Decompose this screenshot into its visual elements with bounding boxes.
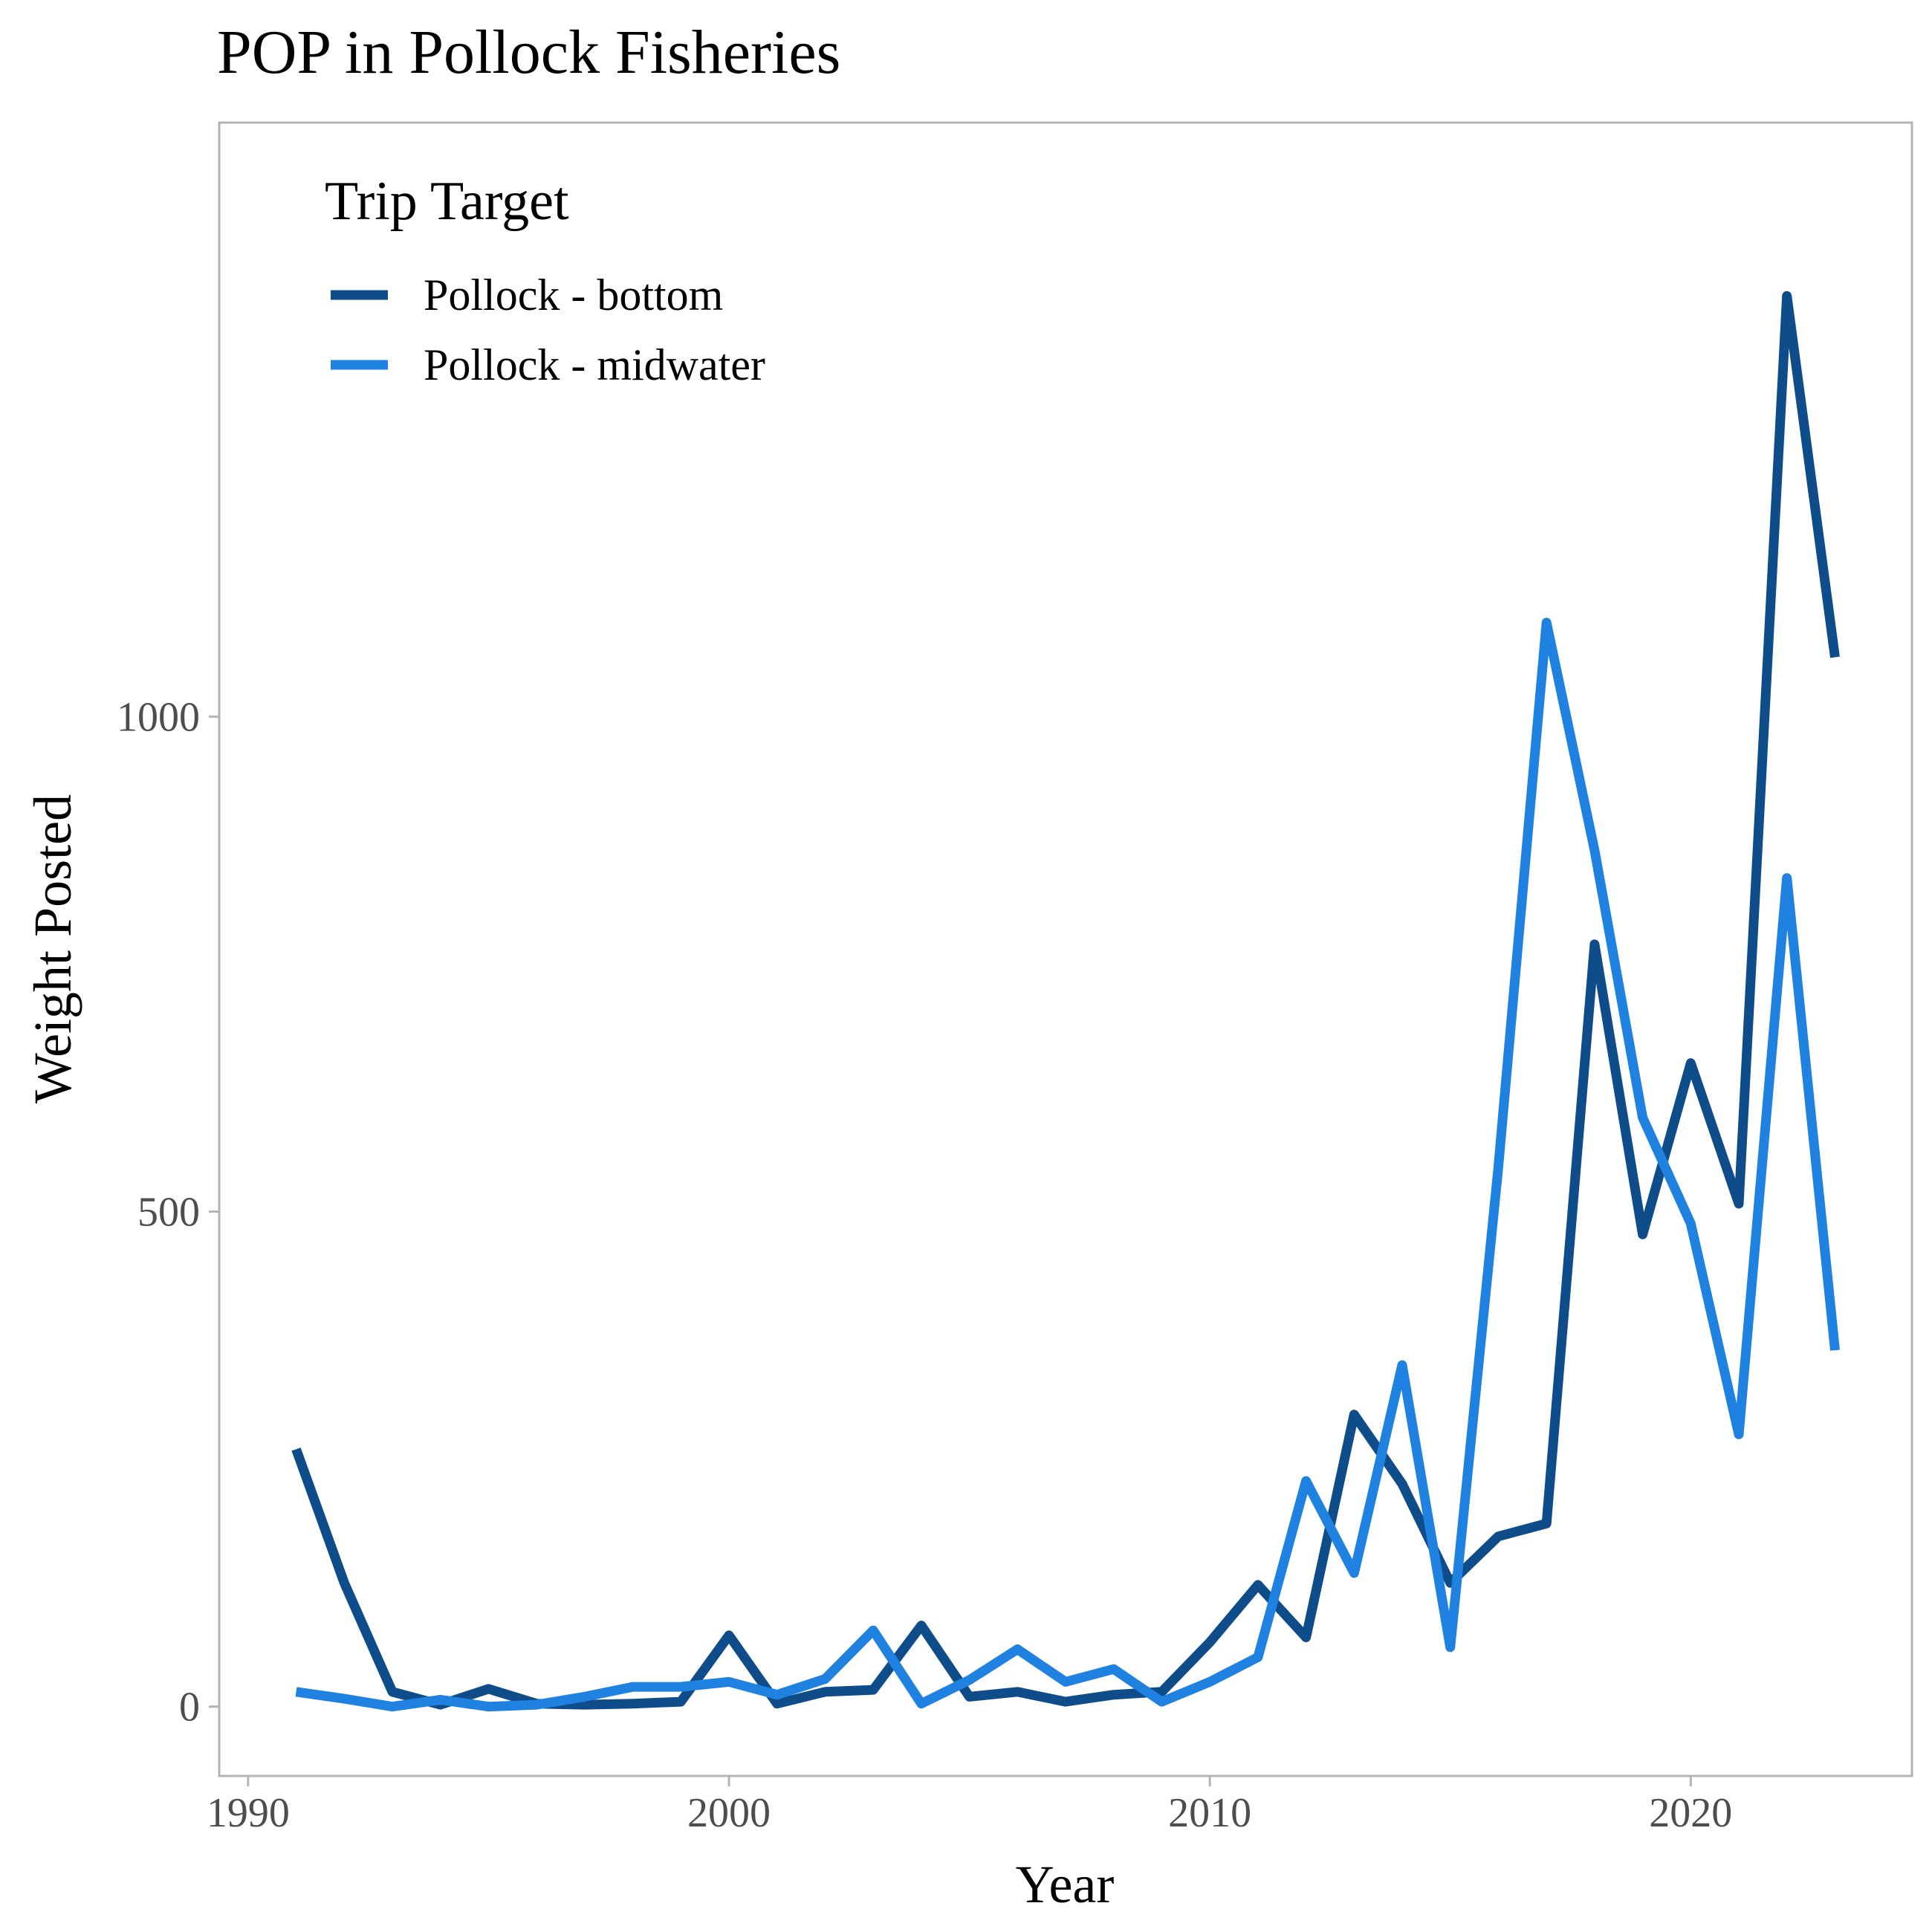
legend: Trip Target Pollock - bottom Pollock - mi… (325, 171, 765, 389)
legend-label: Pollock - midwater (424, 340, 765, 389)
plot-panel-border (218, 121, 1913, 1777)
legend-items: Pollock - bottom Pollock - midwater (331, 270, 765, 389)
series-line-0 (291, 291, 1840, 1710)
x-tick-label: 2020 (1649, 1790, 1732, 1836)
x-axis-label: Year (1016, 1855, 1115, 1914)
y-axis-label: Weight Posted (23, 794, 82, 1103)
x-tick-label: 2000 (687, 1790, 771, 1836)
series-lines (291, 291, 1840, 1712)
y-tick-label: 500 (137, 1190, 200, 1236)
y-tick-label: 1000 (117, 694, 200, 740)
series-line-1 (295, 617, 1840, 1712)
chart-title: POP in Pollock Fisheries (217, 18, 840, 87)
x-tick-label: 2010 (1168, 1790, 1251, 1836)
legend-label: Pollock - bottom (424, 270, 723, 320)
legend-title: Trip Target (325, 171, 569, 232)
axis-ticks: 1990 2000 2010 2020 0 500 1000 (117, 694, 1732, 1836)
y-tick-label: 0 (179, 1685, 200, 1731)
x-tick-label: 1990 (207, 1790, 290, 1836)
